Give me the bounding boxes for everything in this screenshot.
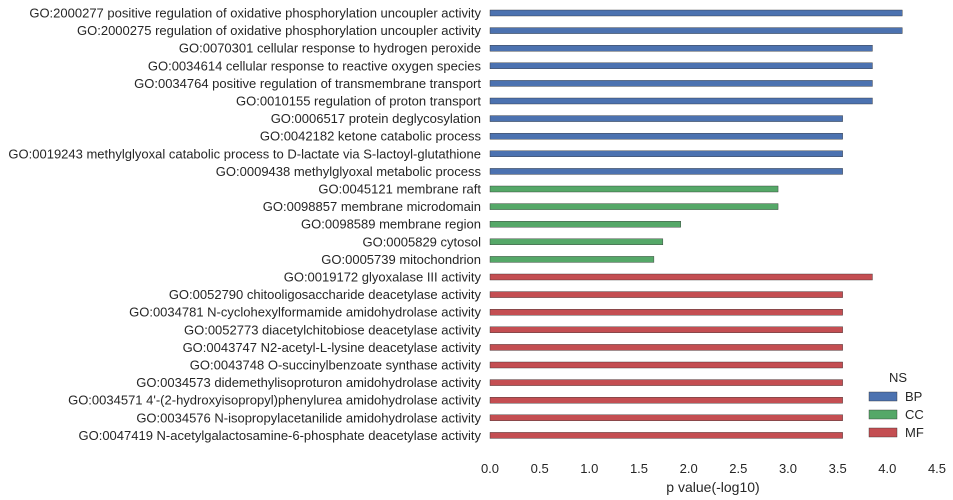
category-label-25: GO:0047419 N-acetylgalactosamine-6-phosp… bbox=[78, 428, 481, 443]
category-label-11: GO:0045121 membrane raft bbox=[318, 182, 481, 197]
legend-label-mf: MF bbox=[905, 425, 924, 440]
bar-18 bbox=[489, 309, 843, 316]
category-label-5: GO:0034764 positive regulation of transm… bbox=[134, 76, 481, 91]
x-tick-label-2: 0.5 bbox=[531, 461, 549, 476]
legend-label-bp: BP bbox=[905, 389, 922, 404]
bar-11 bbox=[489, 185, 779, 193]
legend-label-cc: CC bbox=[905, 407, 924, 422]
x-tick-label-3: 1.0 bbox=[580, 461, 598, 476]
bar-14 bbox=[489, 238, 664, 246]
bar-17 bbox=[489, 291, 843, 298]
x-tick-label-6: 2.5 bbox=[729, 461, 747, 476]
legend-swatch-bp bbox=[868, 391, 898, 402]
bar-23 bbox=[489, 397, 843, 404]
x-tick-labels-group: 0.0 0.5 1.0 1.5 2.0 2.5 3.0 3.5 4.0 4.5 bbox=[481, 461, 946, 476]
category-label-3: GO:0070301 cellular response to hydrogen… bbox=[179, 41, 481, 56]
category-label-12: GO:0098857 membrane microdomain bbox=[263, 199, 481, 214]
bar-25 bbox=[489, 432, 843, 439]
x-axis-label: p value(-log10) bbox=[666, 479, 759, 495]
bars-group bbox=[489, 9, 903, 439]
legend-swatch-cc bbox=[868, 409, 898, 420]
category-label-9: GO:0019243 methylglyoxal catabolic proce… bbox=[8, 146, 481, 161]
x-tick-label-7: 3.0 bbox=[779, 461, 797, 476]
bar-20 bbox=[489, 344, 843, 351]
category-label-24: GO:0034576 N-isopropylacetanilide amidoh… bbox=[136, 410, 481, 425]
x-tick-label-8: 3.5 bbox=[829, 461, 847, 476]
bar-4 bbox=[489, 62, 873, 69]
x-tick-label-5: 2.0 bbox=[680, 461, 698, 476]
bar-12 bbox=[489, 203, 779, 210]
category-label-14: GO:0005829 cytosol bbox=[362, 234, 481, 249]
category-label-15: GO:0005739 mitochondrion bbox=[321, 252, 481, 267]
bar-5 bbox=[489, 80, 873, 87]
bar-8 bbox=[489, 132, 843, 140]
category-label-7: GO:0006517 protein deglycosylation bbox=[271, 111, 481, 126]
bar-16 bbox=[489, 273, 873, 281]
x-tick-label-10: 4.5 bbox=[928, 461, 946, 476]
x-tick-label-4: 1.5 bbox=[630, 461, 648, 476]
x-tick-label-9: 4.0 bbox=[878, 461, 896, 476]
category-label-23: GO:0034571 4'-(2-hydroxyisopropyl)phenyl… bbox=[68, 393, 481, 408]
category-label-8: GO:0042182 ketone catabolic process bbox=[260, 129, 482, 144]
x-tick-label-1: 0.0 bbox=[481, 461, 499, 476]
bar-3 bbox=[489, 45, 873, 52]
legend-entries: BP CC MF bbox=[868, 389, 924, 440]
bar-7 bbox=[489, 115, 843, 122]
bar-21 bbox=[489, 361, 843, 369]
legend-swatch-mf bbox=[868, 427, 898, 438]
bar-6 bbox=[489, 97, 873, 105]
category-label-16: GO:0019172 glyoxalase III activity bbox=[284, 270, 482, 285]
legend-title: NS bbox=[889, 370, 907, 385]
bar-2 bbox=[489, 27, 903, 34]
category-label-2: GO:2000275 regulation of oxidative phosp… bbox=[77, 23, 481, 38]
bar-22 bbox=[489, 379, 843, 386]
bar-19 bbox=[489, 326, 843, 333]
bar-1 bbox=[489, 9, 903, 17]
category-label-19: GO:0052773 diacetylchitobiose deacetylas… bbox=[184, 322, 482, 337]
bar-13 bbox=[489, 220, 681, 228]
category-label-18: GO:0034781 N-cyclohexylformamide amidohy… bbox=[129, 305, 481, 320]
category-labels-group: GO:2000277 positive regulation of oxidat… bbox=[8, 6, 481, 443]
category-label-1: GO:2000277 positive regulation of oxidat… bbox=[29, 6, 481, 21]
category-label-20: GO:0043747 N2-acetyl-L-lysine deacetylas… bbox=[183, 340, 482, 355]
category-label-10: GO:0009438 methylglyoxal metabolic proce… bbox=[216, 164, 482, 179]
bar-24 bbox=[489, 414, 843, 421]
bar-15 bbox=[489, 256, 655, 263]
category-label-17: GO:0052790 chitooligosaccharide deacetyl… bbox=[169, 287, 482, 302]
bar-9 bbox=[489, 150, 843, 158]
category-label-13: GO:0098589 membrane region bbox=[301, 217, 481, 232]
category-label-22: GO:0034573 didemethylisoproturon amidohy… bbox=[136, 375, 481, 390]
category-label-4: GO:0034614 cellular response to reactive… bbox=[148, 58, 482, 73]
legend: NS BP CC MF bbox=[868, 370, 924, 440]
category-label-21: GO:0043748 O-succinylbenzoate synthase a… bbox=[190, 358, 482, 373]
bar-10 bbox=[489, 168, 843, 175]
category-label-6: GO:0010155 regulation of proton transpor… bbox=[236, 94, 481, 109]
